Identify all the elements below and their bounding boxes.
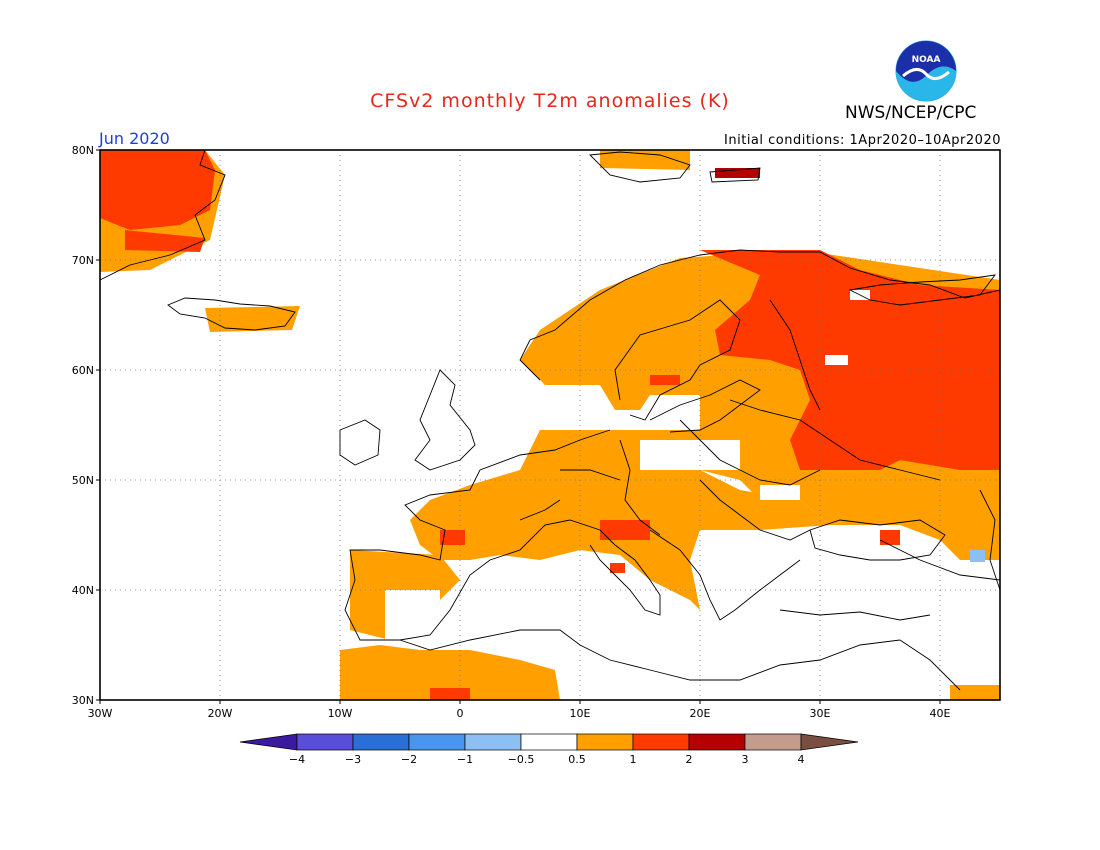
anomaly-region [700, 250, 1000, 470]
anomaly-region [880, 530, 900, 545]
legend-swatch [688, 733, 746, 751]
lat-tick-label: 50N [72, 474, 94, 487]
neutral-region [700, 530, 860, 570]
issuer-label: NWS/NCEP/CPC [845, 103, 977, 123]
anomaly-region [950, 685, 1000, 700]
legend-arrow-right [800, 733, 859, 751]
lon-tick-label: 10E [570, 707, 591, 720]
neutral-region [640, 440, 740, 470]
anomaly-region [100, 150, 215, 230]
lon-tick-label: 40E [930, 707, 951, 720]
legend-tick-label: −0.5 [508, 753, 535, 766]
legend-swatch [576, 733, 634, 751]
lat-tick-label: 60N [72, 364, 94, 377]
anomaly-region [970, 550, 985, 562]
map-title: CFSv2 monthly T2m anomalies (K) [370, 90, 730, 112]
anomaly-region [610, 563, 625, 573]
legend-tick-label: −3 [345, 753, 361, 766]
axis-ticks: 30W 20W 10W 0 10E 20E 30E 40E 80N 70N 60N 50N 40N 30N [72, 144, 951, 720]
lat-tick-label: 80N [72, 144, 94, 157]
legend-swatch [520, 733, 578, 751]
neutral-region [760, 485, 800, 500]
legend-tick-label: 0.5 [568, 753, 586, 766]
legend-arrow-left [239, 733, 298, 751]
anomaly-region [650, 375, 680, 385]
legend-swatch [408, 733, 466, 751]
legend-swatch [632, 733, 690, 751]
svg-text:NOAA: NOAA [912, 55, 941, 65]
neutral-region [560, 590, 620, 630]
anomaly-region [440, 530, 465, 545]
legend-tick-label: −2 [401, 753, 417, 766]
anomaly-region [600, 520, 650, 540]
neutral-region [385, 590, 440, 640]
anomaly-region [125, 230, 205, 252]
anomaly-fills [100, 150, 1000, 700]
legend-tick-label: 1 [630, 753, 637, 766]
lon-tick-label: 20W [208, 707, 233, 720]
lat-tick-label: 70N [72, 254, 94, 267]
noaa-logo-icon: NOAA [895, 40, 957, 102]
legend-swatch [296, 733, 354, 751]
legend-tick-label: 2 [686, 753, 693, 766]
legend-tick-label: 4 [798, 753, 805, 766]
map-frame [99, 149, 1001, 701]
anomaly-region [205, 306, 300, 332]
anomaly-region [600, 150, 690, 170]
legend-tick-label: −1 [457, 753, 473, 766]
legend-swatch [744, 733, 802, 751]
lon-tick-label: 10W [328, 707, 353, 720]
lon-tick-label: 30W [88, 707, 113, 720]
legend-swatch [464, 733, 522, 751]
forecast-month: Jun 2020 [99, 129, 170, 148]
coastlines [100, 150, 1000, 691]
lon-tick-label: 30E [810, 707, 831, 720]
initial-conditions: Initial conditions: 1Apr2020–10Apr2020 [724, 133, 1001, 148]
legend-tick-label: 3 [742, 753, 749, 766]
lat-tick-label: 30N [72, 694, 94, 707]
color-legend: −4 −3 −2 −1 −0.5 0.5 1 2 3 4 [239, 733, 859, 766]
anomaly-region [430, 688, 470, 700]
legend-tick-label: −4 [289, 753, 305, 766]
neutral-region [825, 355, 848, 365]
lon-tick-label: 0 [457, 707, 464, 720]
anomaly-region [340, 645, 560, 700]
legend-swatch [352, 733, 410, 751]
lat-tick-label: 40N [72, 584, 94, 597]
lon-tick-label: 20E [690, 707, 711, 720]
lat-lon-grid [100, 150, 1000, 700]
